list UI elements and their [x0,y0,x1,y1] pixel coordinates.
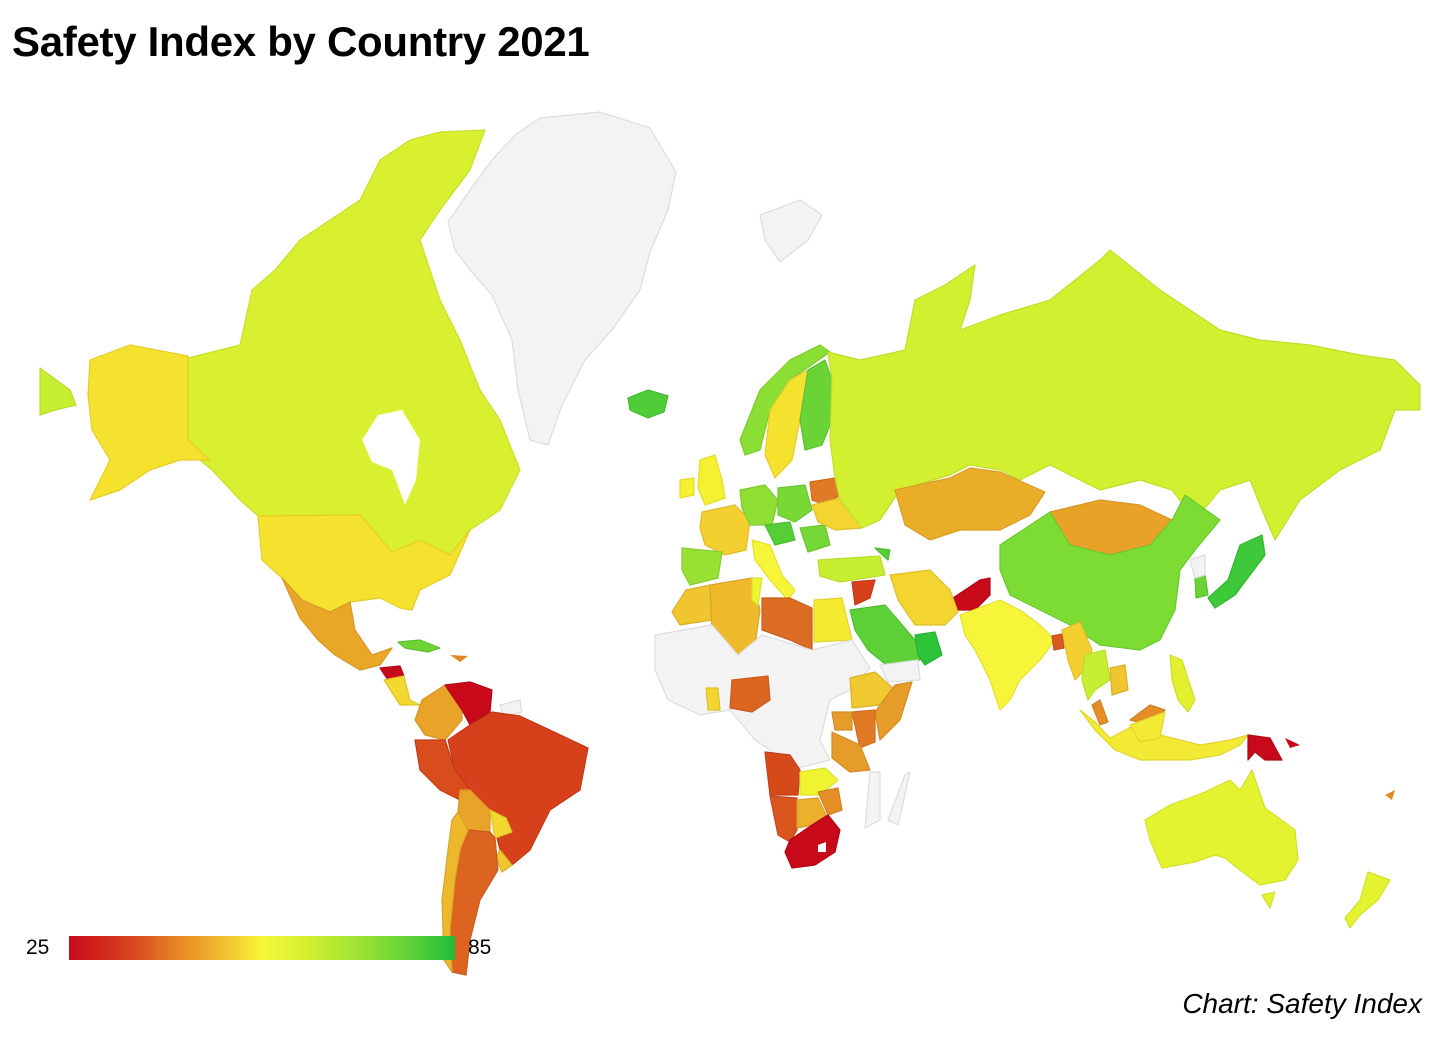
region-south-korea[interactable] [1194,574,1209,599]
region-bangladesh[interactable] [1051,633,1065,651]
region-uruguay[interactable] [495,849,513,873]
region-venezuela[interactable] [444,681,493,726]
region-ghana[interactable] [705,687,721,711]
legend-color-scale [69,936,455,960]
region-namibia[interactable] [769,795,798,843]
region-iceland[interactable] [627,389,669,419]
region-kenya[interactable] [851,709,876,749]
region-india[interactable] [959,599,1056,711]
legend-min-label: 25 [26,936,50,959]
region-egypt[interactable] [813,597,853,643]
region-norway[interactable] [739,344,831,456]
region-malaysia[interactable] [1091,699,1109,726]
region-zambia[interactable] [799,767,839,796]
region-tanzania[interactable] [831,731,871,773]
region-mexico[interactable] [281,577,393,671]
region-france[interactable] [699,504,751,556]
region-alaska[interactable] [87,344,211,501]
region-afghanistan[interactable] [949,577,991,611]
region-tunisia[interactable] [751,577,763,606]
region-south-africa[interactable] [784,814,841,869]
region-zimbabwe[interactable] [817,787,843,816]
region-finland[interactable] [799,359,833,451]
chart-title: Safety Index by Country 2021 [12,18,590,65]
region-new-zealand[interactable] [1344,871,1391,929]
region-iran[interactable] [889,569,959,626]
chart-source: Chart: Safety Index [1182,988,1422,1019]
region-chile[interactable] [441,811,469,973]
region-morocco[interactable] [671,584,713,626]
region-poland[interactable] [777,484,813,523]
region-somalia[interactable] [874,681,913,741]
region-cuba[interactable] [397,639,441,653]
region-nigeria[interactable] [729,675,771,713]
legend-max-label: 85 [468,936,492,959]
region-united-kingdom[interactable] [697,454,726,506]
region-turkey[interactable] [817,555,886,583]
region-oman-uae[interactable] [914,631,943,666]
region-italy[interactable] [751,539,796,601]
region-syria[interactable] [851,579,876,606]
region-china[interactable] [999,494,1221,651]
region-romania[interactable] [799,524,831,553]
region-uganda[interactable] [831,711,853,731]
region-russia[interactable] [827,249,1421,541]
region-papua-new-guinea[interactable] [1247,734,1283,761]
region-sweden[interactable] [764,369,809,479]
region-thailand[interactable] [1081,649,1111,701]
region-spain[interactable] [681,547,723,586]
region-paraguay[interactable] [489,809,513,839]
region-greenland[interactable] [447,111,677,446]
region-australia[interactable] [1144,769,1299,886]
region-kazakhstan[interactable] [894,467,1046,541]
region-philippines[interactable] [1169,654,1196,713]
region-angola[interactable] [764,751,801,796]
region-japan[interactable] [1207,534,1266,609]
